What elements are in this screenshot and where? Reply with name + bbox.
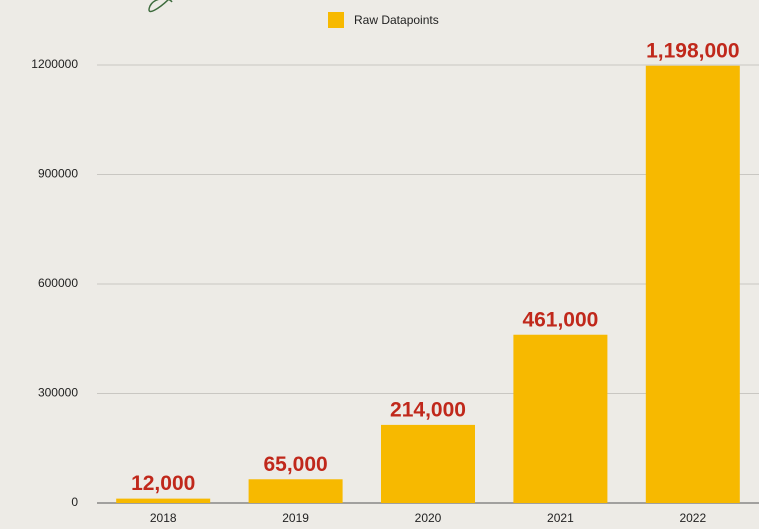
y-tick-label: 900000	[38, 167, 78, 181]
value-label: 214,000	[390, 398, 466, 421]
x-tick-label: 2022	[679, 511, 706, 525]
value-label: 65,000	[263, 453, 327, 476]
bar	[513, 335, 607, 503]
legend-swatch	[328, 12, 344, 28]
legend-label: Raw Datapoints	[354, 13, 439, 27]
bar	[249, 479, 343, 503]
x-tick-label: 2020	[415, 511, 442, 525]
y-tick-label: 300000	[38, 386, 78, 400]
bar	[116, 499, 210, 503]
value-label: 1,198,000	[646, 39, 739, 62]
x-tick-label: 2019	[282, 511, 309, 525]
x-tick-label: 2021	[547, 511, 574, 525]
y-tick-label: 0	[71, 495, 78, 509]
x-tick-label: 2018	[150, 511, 177, 525]
bar	[646, 66, 740, 503]
bar	[381, 425, 475, 503]
chart: 0 300000 600000 900000 1200000 Raw Datapoints…	[0, 0, 759, 529]
value-label: 461,000	[522, 308, 598, 331]
y-tick-label: 600000	[38, 276, 78, 290]
decoration	[149, 0, 172, 11]
value-label: 12,000	[131, 472, 195, 495]
y-tick-label: 1200000	[31, 57, 78, 71]
